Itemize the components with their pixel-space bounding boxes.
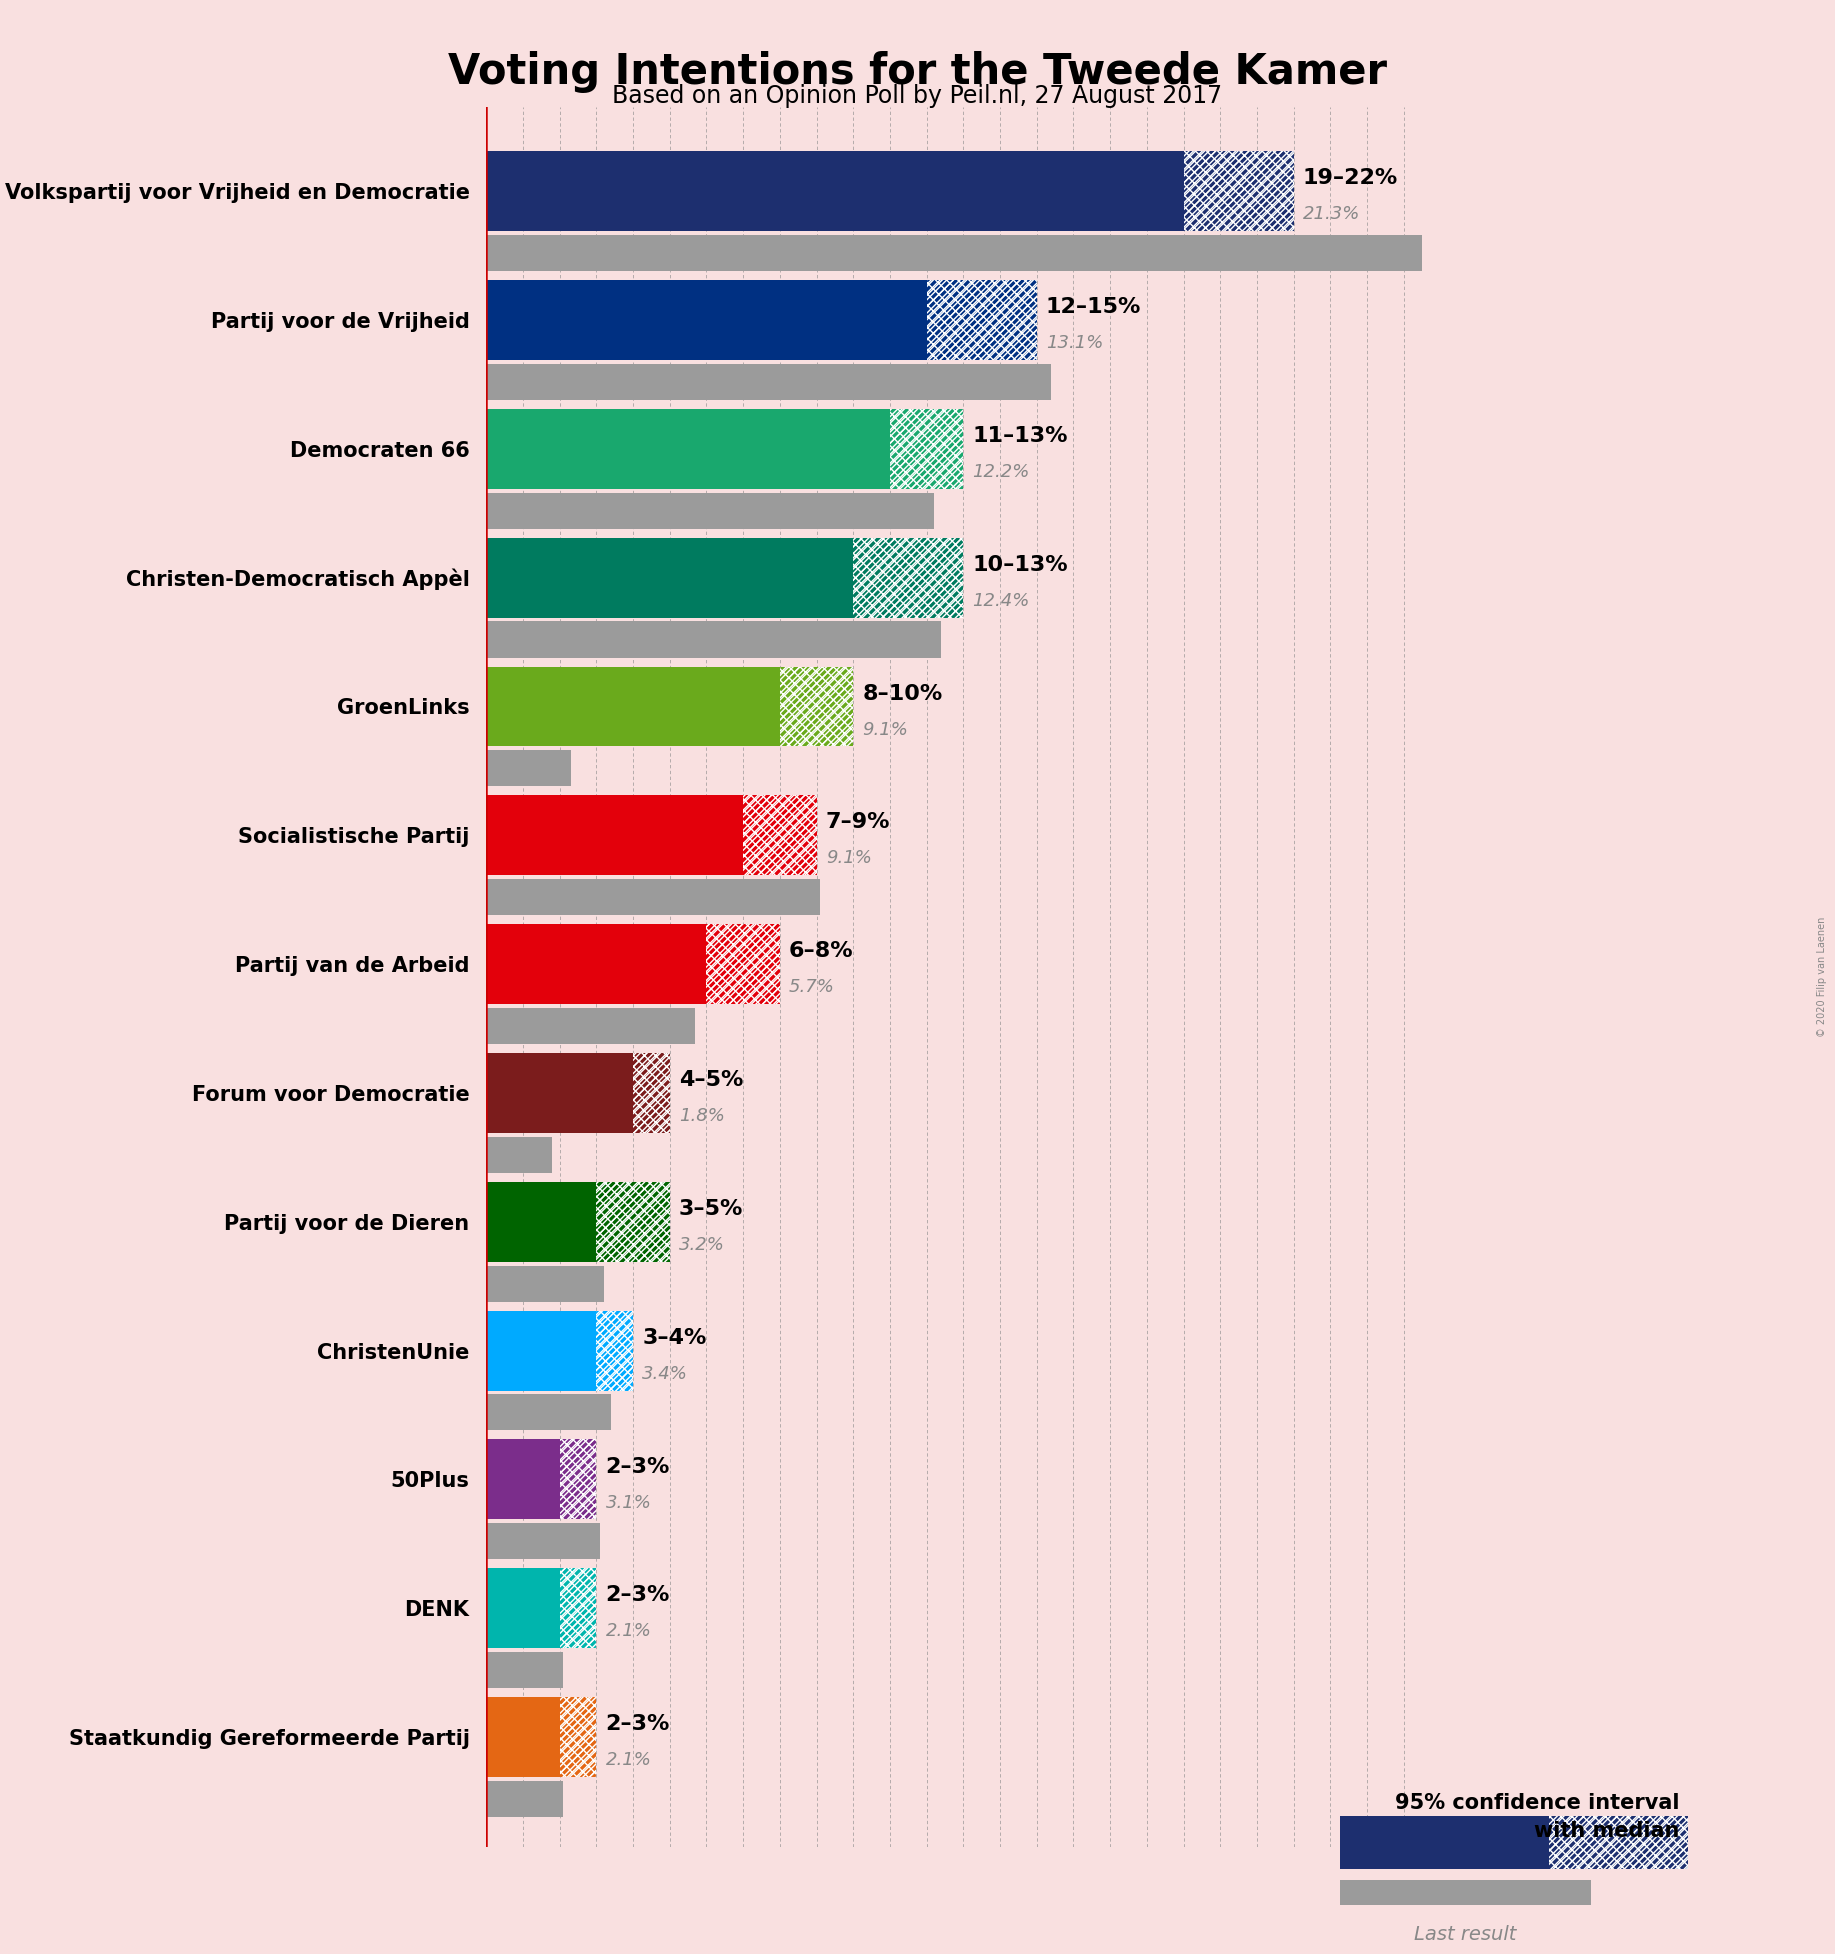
- Bar: [486, 1137, 552, 1172]
- Bar: [596, 1311, 633, 1391]
- Bar: [596, 1182, 670, 1262]
- Bar: [486, 234, 1462, 272]
- Text: 3.1%: 3.1%: [606, 1493, 651, 1512]
- Bar: [927, 279, 1037, 360]
- Text: 21.3%: 21.3%: [1303, 205, 1360, 223]
- Text: 2–3%: 2–3%: [606, 1456, 670, 1477]
- Text: Based on an Opinion Poll by Peil.nl, 27 August 2017: Based on an Opinion Poll by Peil.nl, 27 …: [613, 84, 1222, 107]
- Bar: [486, 1440, 560, 1520]
- Bar: [853, 537, 963, 617]
- Bar: [780, 666, 853, 746]
- Bar: [927, 279, 1037, 360]
- Bar: [596, 1182, 670, 1262]
- Text: 9.1%: 9.1%: [862, 721, 908, 739]
- Bar: [560, 1569, 596, 1647]
- Text: 12.4%: 12.4%: [973, 592, 1029, 610]
- Text: 2–3%: 2–3%: [606, 1714, 670, 1733]
- Bar: [486, 1780, 563, 1817]
- Bar: [853, 537, 963, 617]
- Bar: [486, 1698, 560, 1776]
- Bar: [560, 1698, 596, 1776]
- Bar: [486, 1266, 604, 1301]
- Text: 2.1%: 2.1%: [606, 1622, 651, 1641]
- Bar: [560, 1440, 596, 1520]
- Text: © 2020 Filip van Laenen: © 2020 Filip van Laenen: [1817, 916, 1828, 1038]
- Bar: [706, 924, 780, 1004]
- Text: 1.8%: 1.8%: [679, 1108, 725, 1126]
- Bar: [560, 1569, 596, 1647]
- Text: 4–5%: 4–5%: [679, 1071, 743, 1090]
- Bar: [560, 1698, 596, 1776]
- Text: Last result: Last result: [1415, 1925, 1516, 1944]
- Bar: [486, 1395, 611, 1430]
- Text: 95% confidence interval: 95% confidence interval: [1395, 1794, 1679, 1813]
- Bar: [486, 795, 743, 875]
- Bar: [486, 924, 706, 1004]
- Bar: [486, 879, 820, 914]
- Text: 9.1%: 9.1%: [826, 850, 872, 868]
- Text: Voting Intentions for the Tweede Kamer: Voting Intentions for the Tweede Kamer: [448, 51, 1387, 92]
- Bar: [1184, 150, 1294, 231]
- Text: 7–9%: 7–9%: [826, 813, 890, 832]
- Text: with median: with median: [1534, 1821, 1679, 1841]
- Text: 3.2%: 3.2%: [679, 1237, 725, 1254]
- Bar: [743, 795, 817, 875]
- Bar: [890, 408, 963, 488]
- Text: 13.1%: 13.1%: [1046, 334, 1103, 352]
- Text: 3.4%: 3.4%: [642, 1364, 688, 1383]
- Bar: [486, 1311, 596, 1391]
- Text: 2.1%: 2.1%: [606, 1751, 651, 1768]
- Text: 10–13%: 10–13%: [973, 555, 1068, 574]
- Bar: [633, 1053, 670, 1133]
- Bar: [890, 408, 963, 488]
- Bar: [486, 1569, 560, 1647]
- Text: 3–4%: 3–4%: [642, 1327, 706, 1348]
- Bar: [486, 363, 1051, 401]
- Bar: [486, 1524, 600, 1559]
- Bar: [1549, 1817, 1688, 1868]
- Bar: [743, 795, 817, 875]
- Bar: [780, 666, 853, 746]
- Bar: [1184, 150, 1294, 231]
- Text: 6–8%: 6–8%: [789, 942, 853, 961]
- Bar: [706, 924, 780, 1004]
- Bar: [486, 666, 780, 746]
- Bar: [486, 621, 941, 658]
- Text: 8–10%: 8–10%: [862, 684, 943, 703]
- Bar: [596, 1311, 633, 1391]
- Bar: [486, 1182, 596, 1262]
- Bar: [486, 408, 890, 488]
- Text: 19–22%: 19–22%: [1303, 168, 1398, 188]
- Bar: [486, 492, 934, 530]
- Text: 3–5%: 3–5%: [679, 1200, 743, 1219]
- Text: 2–3%: 2–3%: [606, 1585, 670, 1606]
- Text: 11–13%: 11–13%: [973, 426, 1068, 446]
- Text: 5.7%: 5.7%: [789, 979, 835, 997]
- Bar: [486, 1651, 563, 1688]
- Bar: [560, 1440, 596, 1520]
- Bar: [633, 1053, 670, 1133]
- Bar: [486, 279, 927, 360]
- Text: 12.2%: 12.2%: [973, 463, 1029, 481]
- Bar: [486, 150, 1184, 231]
- Bar: [1549, 1817, 1688, 1868]
- Bar: [486, 537, 853, 617]
- Bar: [1340, 1817, 1549, 1868]
- Bar: [486, 1053, 633, 1133]
- Bar: [486, 750, 571, 786]
- Text: 12–15%: 12–15%: [1046, 297, 1141, 317]
- Bar: [486, 1008, 695, 1043]
